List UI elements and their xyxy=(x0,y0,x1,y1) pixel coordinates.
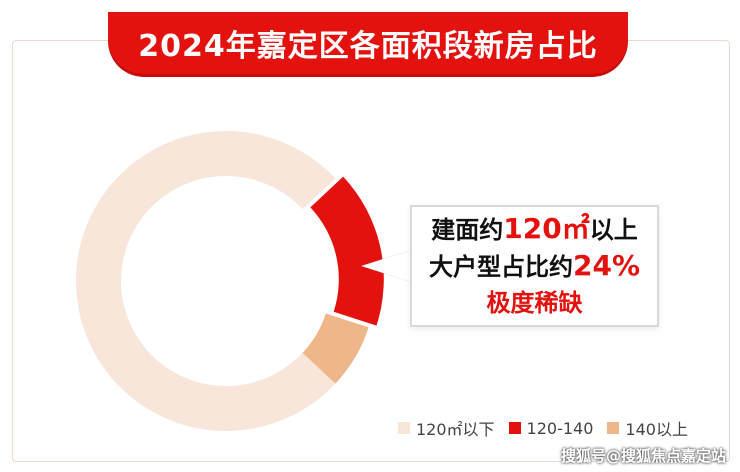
watermark: 搜狐号@搜狐焦点嘉定站 xyxy=(560,447,726,465)
legend-item-under-120: 120㎡以下 xyxy=(398,416,495,440)
callout-line-1: 建面约120㎡以上 xyxy=(431,211,637,248)
legend-label: 120㎡以下 xyxy=(416,420,495,439)
callout-box: 建面约120㎡以上 大户型占比约24% 极度稀缺 xyxy=(410,205,659,327)
legend-swatch xyxy=(607,422,620,434)
callout-line-2: 大户型占比约24% xyxy=(429,248,640,285)
callout-line-1-prefix: 建面约 xyxy=(431,216,504,244)
chart-title: 2024年嘉定区各面积段新房占比 xyxy=(138,29,598,64)
donut-slice-1 xyxy=(310,176,384,326)
donut-slice-0 xyxy=(76,131,336,432)
callout-line-3: 极度稀缺 xyxy=(486,289,583,317)
callout-pointer xyxy=(362,250,412,282)
donut-slice-2 xyxy=(302,313,369,384)
callout-line-1-suffix: 以上 xyxy=(589,216,638,244)
callout-line-2-prefix: 大户型占比约 xyxy=(428,253,573,281)
callout-line-2-highlight: 24% xyxy=(572,249,641,282)
callout-line-1-highlight: 120㎡ xyxy=(503,212,590,245)
legend-label: 140以上 xyxy=(625,420,688,439)
legend-swatch xyxy=(508,422,521,434)
legend-item-120-140: 120-140 xyxy=(508,418,594,438)
legend: 120㎡以下 120-140 140以上 xyxy=(398,416,688,440)
title-banner: 2024年嘉定区各面积段新房占比 xyxy=(108,12,628,74)
legend-swatch xyxy=(398,422,410,434)
legend-item-140-plus: 140以上 xyxy=(607,416,688,440)
legend-label: 120-140 xyxy=(526,418,594,438)
